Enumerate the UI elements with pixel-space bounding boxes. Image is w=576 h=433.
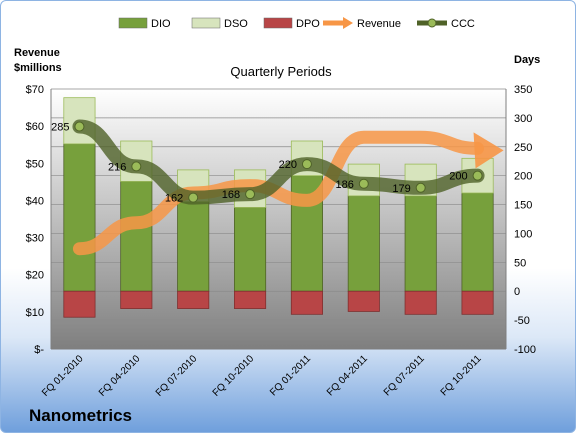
legend-label-revenue: Revenue	[357, 18, 401, 30]
right-axis-tick-label: 200	[514, 171, 532, 183]
right-axis-tick-label: -50	[514, 315, 530, 327]
chart-title: Quarterly Periods	[230, 64, 332, 79]
dio-bar	[461, 192, 494, 292]
left-axis-label-line2: $millions	[14, 62, 62, 74]
left-axis-tick-label: $30	[26, 233, 44, 245]
right-axis-tick-label: 100	[514, 228, 532, 240]
dpo-bar	[461, 290, 494, 315]
legend-label-dio: DIO	[151, 18, 171, 30]
dio-bar	[120, 181, 153, 292]
company-name: Nanometrics	[29, 406, 132, 425]
right-axis-tick-label: 150	[514, 200, 532, 212]
right-axis-tick-label: 50	[514, 257, 526, 269]
dpo-bar	[347, 290, 380, 312]
dpo-bar	[177, 290, 210, 309]
x-axis-tick-label: FQ 04-2011	[325, 353, 370, 398]
ccc-point	[74, 121, 85, 132]
right-axis-tick-label: 350	[514, 84, 532, 96]
ccc-point	[472, 170, 483, 181]
x-axis-tick-label: FQ 01-2011	[268, 353, 313, 398]
left-axis-tick-label: $40	[26, 195, 44, 207]
plot-area	[51, 89, 506, 349]
ccc-point	[415, 182, 426, 193]
dio-bar	[347, 195, 380, 292]
left-axis-label-line1: Revenue	[14, 47, 60, 59]
left-axis-tick-label: $70	[26, 84, 44, 96]
right-axis-tick-label: 0	[514, 286, 520, 298]
legend-swatch-dso	[191, 17, 221, 29]
x-axis-tick-label: FQ 07-2010	[154, 353, 200, 399]
right-axis-label: Days	[514, 54, 540, 66]
ccc-data-label: 200	[449, 171, 467, 183]
x-axis-tick-label: FQ 04-2010	[97, 353, 143, 399]
x-axis-tick-label: FQ 07-2011	[382, 353, 427, 398]
ccc-data-label: 220	[279, 159, 297, 171]
revenue-line	[72, 130, 485, 256]
ccc-point	[358, 178, 369, 189]
left-axis-tick-label: $50	[26, 158, 44, 170]
ccc-data-label: 162	[165, 193, 183, 205]
legend-label-dso: DSO	[224, 18, 248, 30]
right-axis-tick-label: -100	[514, 344, 536, 356]
left-axis-tick-label: $-	[34, 344, 44, 356]
right-axis-tick-label: 300	[514, 113, 532, 125]
legend-label-dpo: DPO	[296, 18, 320, 30]
ccc-data-label: 168	[222, 189, 240, 201]
dio-bar	[404, 195, 437, 292]
legend-marker	[427, 18, 437, 28]
ccc-point	[188, 192, 199, 203]
x-axis-tick-label: FQ 01-2010	[40, 353, 86, 399]
ccc-data-label: 186	[335, 179, 353, 191]
ccc-point	[131, 161, 142, 172]
ccc-data-label: 285	[51, 122, 69, 134]
dpo-bar	[404, 290, 437, 315]
ccc-point	[245, 189, 256, 200]
left-axis-tick-label: $10	[26, 307, 44, 319]
x-axis-tick-label: FQ 10-2011	[439, 353, 484, 398]
legend-label-ccc: CCC	[451, 18, 475, 30]
left-axis-tick-label: $20	[26, 270, 44, 282]
ccc-point	[301, 159, 312, 170]
dio-bar	[177, 201, 210, 292]
dpo-bar	[290, 290, 323, 315]
left-axis-tick-label: $60	[26, 121, 44, 133]
legend-swatch-dpo	[263, 17, 293, 29]
revenue-arrowhead	[473, 132, 504, 169]
ccc-data-label: 216	[108, 161, 126, 173]
right-axis-tick-label: 250	[514, 142, 532, 154]
ccc-data-label: 179	[392, 183, 410, 195]
dio-bar	[63, 143, 96, 292]
x-axis-tick-label: FQ 10-2010	[211, 353, 257, 399]
dio-bar	[234, 207, 267, 292]
legend-arrowhead	[343, 17, 353, 29]
dpo-bar	[120, 290, 153, 309]
dpo-bar	[63, 290, 96, 318]
dpo-bar	[234, 290, 267, 309]
legend-swatch-dio	[118, 17, 148, 29]
